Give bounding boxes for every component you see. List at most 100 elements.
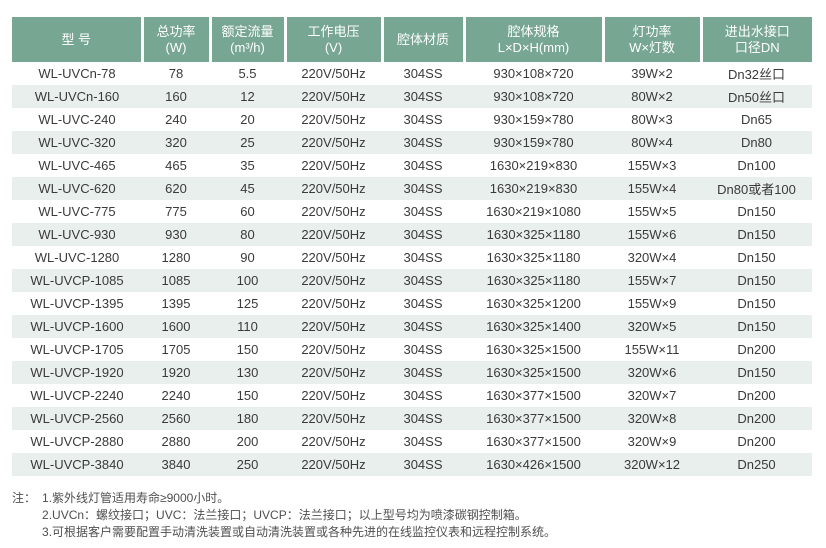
table-header-row: 型 号总功率 (W) 额定流量 (m³/h) 工作电压 (V) 腔体材质 腔体规格 L×D×H(…: [12, 17, 812, 62]
table-cell: 1630×219×1080: [486, 204, 581, 219]
table-cell: 80: [210, 223, 285, 246]
table-row: WL-UVCn-160 160 12 220V/50Hz 304SS 930×108×72…: [12, 85, 812, 108]
model-cell: WL-UVC-320: [12, 131, 142, 154]
table-cell: 220V/50Hz: [301, 434, 366, 449]
table-cell: Dn150: [701, 361, 812, 384]
table-cell: 1630×325×1500: [464, 361, 603, 384]
table-cell: 320W×5: [603, 315, 701, 338]
table-cell: Dn150: [737, 250, 776, 265]
table-cell: 130: [210, 361, 285, 384]
table-cell: 200: [236, 434, 259, 449]
table-cell: 304SS: [382, 223, 464, 246]
table-cell: 930×108×720: [493, 66, 574, 81]
table-cell: 155W×11: [624, 342, 680, 357]
column-header-line2: (V): [324, 39, 343, 55]
table-cell: Dn65: [740, 112, 773, 127]
table-cell: 320W×12: [603, 453, 701, 476]
table-cell: 60: [240, 204, 255, 219]
table-cell: 220V/50Hz: [285, 407, 382, 430]
table-cell: 155W×3: [627, 158, 677, 173]
table-cell: 1630×377×1500: [486, 434, 581, 449]
table-cell: 78: [168, 66, 184, 81]
table-cell: 80W×3: [631, 112, 673, 127]
table-cell: Dn150: [737, 204, 776, 219]
table-cell: 125: [236, 296, 259, 311]
table-cell: 304SS: [403, 388, 443, 403]
column-header: 腔体材质: [380, 17, 464, 62]
table-cell: 1280: [161, 250, 191, 265]
table-cell: 220V/50Hz: [301, 112, 366, 127]
table-cell: 1920: [142, 361, 210, 384]
column-header: 工作电压 (V): [283, 17, 382, 62]
table-cell: 304SS: [382, 361, 464, 384]
table-cell: 304SS: [403, 112, 443, 127]
table-cell: 1630×325×1180: [486, 250, 581, 265]
model-cell: WL-UVC-775: [38, 204, 116, 219]
table-cell: 220V/50Hz: [301, 66, 366, 81]
table-cell: 304SS: [382, 315, 464, 338]
table-cell: 110: [210, 315, 285, 338]
model-cell: WL-UVCP-3840: [12, 453, 142, 476]
table-cell: 320W×8: [603, 407, 701, 430]
table-cell: 1630×377×1500: [486, 388, 581, 403]
table-row: WL-UVCP-1085 1085 100 220V/50Hz 304SS 1630×32…: [12, 269, 812, 292]
column-header-line2: L×D×H(mm): [497, 39, 570, 55]
notes-lines: 1.紫外线灯管适用寿命≥9000小时。 2.UVCn：螺纹接口；UVC：法兰接口；…: [42, 490, 556, 541]
table-cell: 220V/50Hz: [285, 177, 382, 200]
column-header: 进出水接口 口径DN: [699, 17, 812, 62]
model-cell: WL-UVCP-1395: [30, 296, 124, 311]
table-cell: 5.5: [238, 66, 257, 81]
model-cell: WL-UVC-240: [38, 112, 116, 127]
notes-label: 注：: [12, 491, 37, 505]
table-cell: 2880: [161, 434, 191, 449]
table-cell: 155W×7: [603, 269, 701, 292]
table-row: WL-UVC-465 465 35 220V/50Hz 304SS 1630×219×83…: [12, 154, 812, 177]
table-row: WL-UVCP-1600 1600 110 220V/50Hz 304SS 1630×32…: [12, 315, 812, 338]
table-header: 型 号总功率 (W) 额定流量 (m³/h) 工作电压 (V) 腔体材质 腔体规格 L×D×H(…: [12, 17, 812, 62]
table-cell: Dn150: [701, 315, 812, 338]
model-cell: WL-UVCP-1920: [12, 361, 142, 384]
table-cell: 1630×325×1400: [464, 315, 603, 338]
table-cell: 304SS: [403, 296, 443, 311]
column-header: 型 号: [12, 17, 142, 62]
table-cell: 12: [210, 85, 285, 108]
table-cell: Dn50丝口: [701, 85, 812, 108]
table-cell: 775: [165, 204, 187, 219]
table-row: WL-UVCP-1395 1395 125 220V/50Hz 304SS 1630×32…: [12, 292, 812, 315]
model-cell: WL-UVCP-1085: [12, 269, 142, 292]
table-cell: Dn100: [737, 158, 776, 173]
table-cell: 220V/50Hz: [285, 453, 382, 476]
table-cell: 930×159×780: [464, 131, 603, 154]
table-cell: 320W×4: [627, 250, 677, 265]
table-cell: 155W×6: [603, 223, 701, 246]
table-cell: 39W×2: [631, 66, 673, 81]
column-header-line1: 工作电压: [307, 23, 360, 39]
table-cell: 1630×325×1500: [486, 342, 581, 357]
table-cell: 1630×377×1500: [464, 407, 603, 430]
column-header-line1: 总功率: [156, 23, 196, 39]
table-cell: 155W×9: [627, 296, 677, 311]
table-cell: 80W×2: [603, 85, 701, 108]
table-cell: 220V/50Hz: [285, 223, 382, 246]
table-row: WL-UVC-1280 1280 90 220V/50Hz 304SS 1630×325×…: [12, 246, 812, 269]
model-cell: WL-UVCP-2560: [12, 407, 142, 430]
table-cell: 320W×6: [603, 361, 701, 384]
table-row: WL-UVC-320 320 25 220V/50Hz 304SS 930×159×780…: [12, 131, 812, 154]
model-cell: WL-UVCn-78: [38, 66, 116, 81]
table-cell: 220V/50Hz: [301, 388, 366, 403]
column-header-line1: 进出水接口: [724, 23, 790, 39]
table-cell: Dn150: [737, 296, 776, 311]
column-header: 额定流量 (m³/h): [208, 17, 285, 62]
table-cell: 1630×325×1200: [486, 296, 581, 311]
table-cell: 220V/50Hz: [301, 296, 366, 311]
table-cell: Dn150: [701, 223, 812, 246]
table-cell: 220V/50Hz: [301, 250, 366, 265]
table-cell: 155W×4: [603, 177, 701, 200]
table-cell: 1630×219×830: [489, 158, 578, 173]
column-header: 总功率 (W): [140, 17, 210, 62]
table-cell: Dn200: [701, 407, 812, 430]
table-cell: 304SS: [403, 342, 443, 357]
table-row: WL-UVCP-1705 1705 150 220V/50Hz 304SS 1630×32…: [12, 338, 812, 361]
table-cell: 180: [210, 407, 285, 430]
table-cell: 930: [142, 223, 210, 246]
